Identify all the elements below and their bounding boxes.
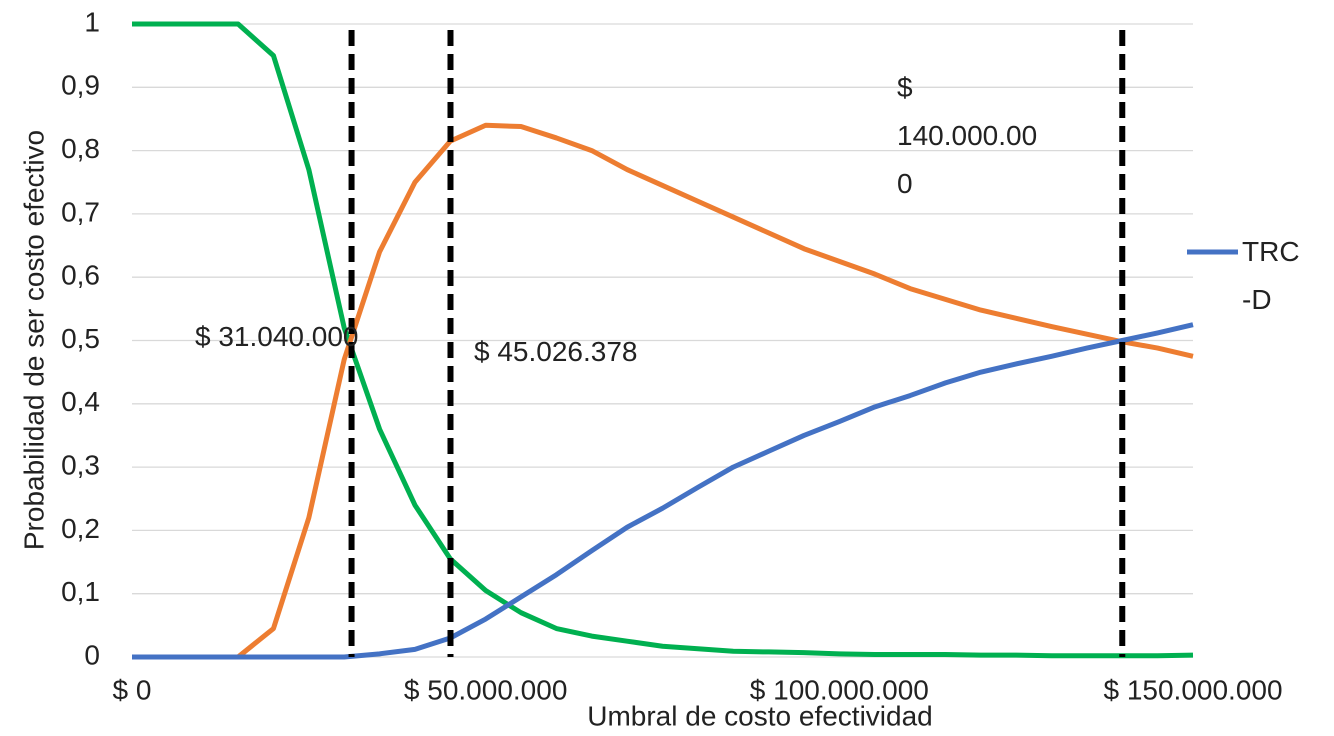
x-axis-title: Umbral de costo efectividad [587,700,933,731]
legend-label: TRC -D [1242,236,1300,315]
annotation: $ 31.040.000 [195,321,359,352]
x-tick-label: $ 150.000.000 [1103,674,1282,705]
y-tick-label: 0,6 [61,260,100,291]
y-tick-label: 1 [84,6,100,37]
x-tick-label: $ 0 [113,674,152,705]
y-tick-label: 0 [84,639,100,670]
x-tick-label: $ 100.000.000 [750,674,929,705]
series-line [132,21,1194,659]
y-tick-label: 0,4 [61,386,100,417]
y-tick-label: 0,7 [61,196,100,227]
annotation: $ 45.026.378 [474,336,638,367]
y-tick-label: 0,5 [61,323,100,354]
series-line [132,322,1194,660]
y-tick-label: 0,9 [61,70,100,101]
x-tick-label: $ 50.000.000 [404,674,568,705]
y-tick-label: 0,1 [61,576,100,607]
series-line [132,122,1194,660]
y-axis-title: Probabilidad de ser costo efectivo [18,130,49,550]
y-tick-label: 0,2 [61,513,100,544]
y-tick-label: 0,8 [61,133,100,164]
annotation: $ 140.000.000 [897,72,1038,199]
y-tick-label: 0,3 [61,449,100,480]
